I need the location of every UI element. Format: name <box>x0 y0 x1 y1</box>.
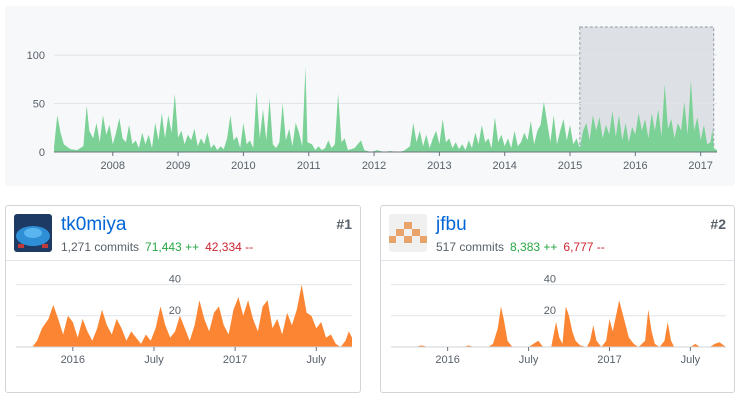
activity-area <box>391 300 726 347</box>
x-tick-label: 2017 <box>597 354 621 366</box>
contributor-card-2: jfbu 517 commits 8,383 ++ 6,777 -- #2 20 40… <box>380 205 735 393</box>
y-tick-label: 100 <box>27 50 45 62</box>
additions-count: 71,443 ++ <box>145 240 200 254</box>
x-tick-label: July <box>681 354 701 366</box>
overview-chart[interactable]: 0 50 100 2008 2009 2010 2011 2012 2013 2014 2015 20… <box>5 6 735 186</box>
deletions-count: 42,334 -- <box>205 240 254 254</box>
contributor-stats: 517 commits 8,383 ++ 6,777 -- <box>436 240 605 254</box>
y-tick-label: 20 <box>544 305 556 317</box>
activity-area <box>16 284 352 347</box>
y-tick-label: 40 <box>544 274 556 286</box>
x-tick-label: 2015 <box>558 160 582 172</box>
avatar-image <box>14 214 52 252</box>
avatar-image <box>389 214 427 252</box>
x-tick-label: 2010 <box>231 160 255 172</box>
x-tick-label: 2011 <box>297 160 321 172</box>
contributor-stats: 1,271 commits 71,443 ++ 42,334 -- <box>61 240 253 254</box>
commit-count-link[interactable]: 517 commits <box>436 240 505 254</box>
x-tick-label: 2009 <box>166 160 190 172</box>
x-tick-label: 2013 <box>427 160 451 172</box>
x-tick-label: 2014 <box>492 160 516 172</box>
rank-badge: #1 <box>336 216 352 232</box>
x-tick-label: 2016 <box>61 354 85 366</box>
contributor-header-2: jfbu 517 commits 8,383 ++ 6,777 -- #2 <box>381 206 734 261</box>
y-tick-label: 0 <box>39 147 45 159</box>
avatar[interactable] <box>389 214 427 252</box>
contributor-card-1: tk0miya 1,271 commits 71,443 ++ 42,334 -- … <box>5 205 361 393</box>
x-tick-label: 2017 <box>688 160 712 172</box>
commits-area <box>54 66 717 152</box>
avatar[interactable] <box>14 214 52 252</box>
rank-badge: #2 <box>710 216 726 232</box>
additions-count: 8,383 ++ <box>510 240 558 254</box>
y-tick-label: 40 <box>169 274 181 286</box>
x-tick-label: 2016 <box>435 354 459 366</box>
deletions-count: 6,777 -- <box>563 240 605 254</box>
contributor-header-1: tk0miya 1,271 commits 71,443 ++ 42,334 -- … <box>6 206 360 261</box>
x-tick-label: July <box>144 354 164 366</box>
contributor-activity-chart: 20 40 2016 July 2017 July <box>16 274 352 366</box>
x-tick-label: July <box>307 354 327 366</box>
x-tick-label: 2017 <box>223 354 247 366</box>
contributor-login-link[interactable]: jfbu <box>436 214 467 235</box>
x-tick-label: 2008 <box>101 160 125 172</box>
contributor-activity-chart: 20 40 2016 July 2017 July <box>391 274 726 366</box>
x-tick-label: 2016 <box>623 160 647 172</box>
x-tick-label: July <box>519 354 539 366</box>
commit-count-link[interactable]: 1,271 commits <box>61 240 140 254</box>
y-tick-label: 50 <box>33 99 45 111</box>
x-tick-label: 2012 <box>362 160 386 172</box>
overview-chart-svg[interactable]: 0 50 100 2008 2009 2010 2011 2012 2013 2014 2015 20… <box>5 6 735 186</box>
y-tick-label: 20 <box>169 305 181 317</box>
contributor-login-link[interactable]: tk0miya <box>61 214 127 235</box>
